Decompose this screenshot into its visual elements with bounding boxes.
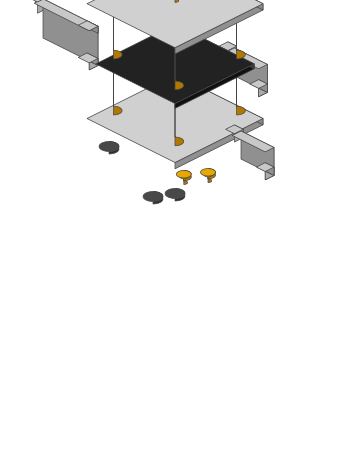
Polygon shape [78,21,98,30]
Polygon shape [176,171,191,178]
Polygon shape [175,0,184,28]
Polygon shape [89,26,98,38]
Polygon shape [175,24,254,69]
Polygon shape [180,175,188,179]
Polygon shape [160,136,167,146]
Polygon shape [237,1,245,59]
Polygon shape [99,142,119,152]
Polygon shape [156,141,163,144]
Polygon shape [184,175,188,184]
Polygon shape [175,30,184,84]
Polygon shape [34,0,98,30]
Polygon shape [37,0,46,13]
Polygon shape [184,171,191,181]
Polygon shape [153,192,163,204]
Polygon shape [160,141,163,150]
Polygon shape [175,0,179,2]
Polygon shape [175,75,263,125]
Polygon shape [89,59,98,70]
Polygon shape [228,1,245,10]
Polygon shape [219,42,237,51]
Polygon shape [175,4,263,54]
Polygon shape [234,129,243,142]
Polygon shape [208,173,212,182]
Polygon shape [250,80,267,88]
Polygon shape [241,131,274,176]
Polygon shape [105,1,122,10]
Polygon shape [175,32,184,90]
Polygon shape [259,65,267,97]
Polygon shape [232,131,274,152]
Polygon shape [228,61,245,70]
Polygon shape [27,0,46,2]
Polygon shape [234,125,243,138]
Polygon shape [87,53,98,66]
Polygon shape [87,75,263,162]
Polygon shape [152,136,167,143]
Polygon shape [43,0,98,66]
Polygon shape [113,1,122,59]
Polygon shape [78,53,98,63]
Polygon shape [166,92,184,101]
Polygon shape [143,192,163,202]
Polygon shape [113,61,122,115]
Polygon shape [228,42,237,55]
Polygon shape [259,80,267,92]
Polygon shape [208,168,216,179]
Polygon shape [265,167,274,180]
Polygon shape [87,21,98,33]
Polygon shape [175,118,263,169]
Polygon shape [237,61,245,115]
Polygon shape [226,125,243,134]
Polygon shape [226,48,267,69]
Polygon shape [87,0,263,48]
Polygon shape [166,30,184,39]
Polygon shape [228,46,237,59]
Polygon shape [175,188,185,201]
Polygon shape [257,163,274,172]
Polygon shape [109,142,119,154]
Polygon shape [35,0,46,9]
Polygon shape [165,188,185,198]
Polygon shape [175,0,263,10]
Polygon shape [175,64,254,108]
Polygon shape [89,26,98,70]
Polygon shape [201,168,216,176]
Polygon shape [265,163,274,176]
Polygon shape [265,147,274,180]
Polygon shape [175,92,184,146]
Polygon shape [105,61,122,70]
Polygon shape [234,48,267,92]
Polygon shape [259,84,267,97]
Polygon shape [204,173,212,177]
Polygon shape [166,32,184,41]
Polygon shape [96,24,254,103]
